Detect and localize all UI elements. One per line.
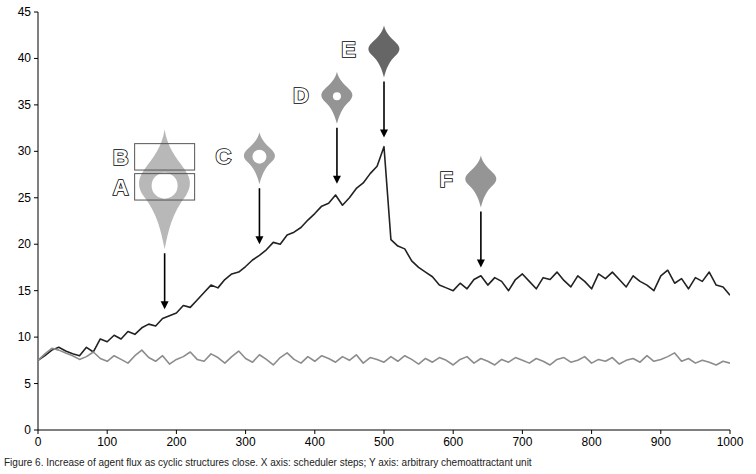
annotation-label: A	[113, 175, 129, 200]
y-tick	[34, 290, 38, 291]
annotation-label: E	[341, 37, 356, 62]
arrow-head	[255, 236, 263, 244]
x-tick-label: 0	[35, 435, 42, 449]
annotation: BA	[113, 129, 195, 309]
y-tick	[34, 383, 38, 384]
x-tick	[384, 430, 385, 434]
chart: 0 5 10 15 20 25 30 35 40 45 0 100 200 300 400 500 600 700…	[0, 0, 756, 474]
annotation-label: F	[439, 167, 452, 192]
x-tick	[660, 430, 661, 434]
x-tick-label: 500	[374, 435, 394, 449]
y-tick	[34, 151, 38, 152]
x-tick	[176, 430, 177, 434]
arrow-head	[380, 129, 388, 137]
y-tick	[34, 12, 38, 13]
inset-shape	[139, 129, 190, 249]
x-tick	[38, 430, 39, 434]
y-tick-label: 10	[18, 330, 32, 344]
y-tick	[34, 337, 38, 338]
x-tick-label: 900	[651, 435, 671, 449]
x-tick	[453, 430, 454, 434]
inset-box	[135, 144, 195, 170]
inset-hole	[333, 92, 341, 100]
y-axis	[38, 12, 39, 430]
y-tick-label: 25	[18, 191, 32, 205]
annotation-arrow	[164, 253, 166, 302]
x-tick-label: 800	[582, 435, 602, 449]
annotation-label: C	[216, 144, 232, 169]
annotation-arrow	[480, 211, 482, 260]
inset-hole	[152, 173, 178, 199]
x-tick-label: 200	[166, 435, 186, 449]
x-tick	[591, 430, 592, 434]
x-tick-label: 400	[305, 435, 325, 449]
y-tick	[34, 244, 38, 245]
annotation: D	[293, 72, 352, 184]
annotation-arrow	[259, 188, 261, 237]
y-tick-label: 5	[24, 377, 31, 391]
y-tick	[34, 104, 38, 105]
y-tick-label: 40	[18, 51, 32, 65]
annotation-label: D	[293, 83, 309, 108]
x-tick	[245, 430, 246, 434]
y-tick-label: 20	[18, 237, 32, 251]
x-tick-label: 600	[443, 435, 463, 449]
x-tick	[314, 430, 315, 434]
annotation: E	[341, 25, 399, 137]
y-tick-label: 45	[18, 5, 32, 19]
inset-shape	[465, 155, 496, 207]
x-tick-label: 300	[236, 435, 256, 449]
inset-hole	[252, 150, 266, 164]
y-tick-label: 35	[18, 98, 32, 112]
inset-shape	[244, 132, 275, 184]
annotation-label: B	[113, 145, 129, 170]
inset-shape	[321, 72, 352, 124]
inset-shape	[368, 25, 399, 77]
y-tick	[34, 58, 38, 59]
x-tick-label: 1000	[717, 435, 744, 449]
y-tick-label: 0	[24, 423, 31, 437]
arrow-head	[333, 176, 341, 184]
y-tick	[34, 430, 38, 431]
annotation-arrow	[383, 81, 385, 130]
annotation: F	[439, 155, 496, 267]
arrow-head	[477, 259, 485, 267]
x-tick-label: 700	[512, 435, 532, 449]
annotation: C	[216, 132, 275, 244]
y-tick-label: 30	[18, 144, 32, 158]
x-tick	[730, 430, 731, 434]
arrow-head	[161, 301, 169, 309]
annotation-arrow	[336, 128, 338, 177]
inset-box	[135, 174, 195, 200]
x-tick	[522, 430, 523, 434]
caption: Figure 6. Increase of agent flux as cycl…	[4, 457, 532, 468]
y-tick-label: 15	[18, 284, 32, 298]
y-tick	[34, 197, 38, 198]
series-line	[38, 348, 730, 365]
x-tick	[107, 430, 108, 434]
x-tick-label: 100	[97, 435, 117, 449]
